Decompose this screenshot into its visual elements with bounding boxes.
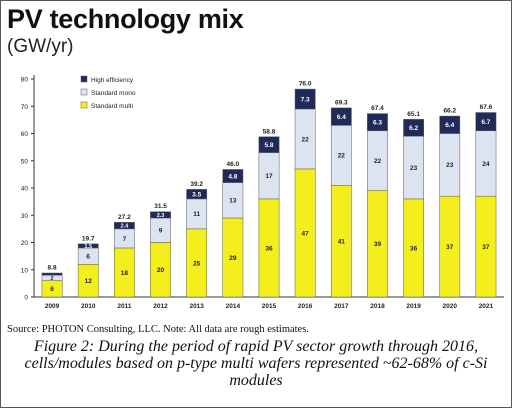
- legend-label: High efficiency: [91, 77, 134, 84]
- bar-value-label: 6.3: [373, 120, 382, 127]
- bar-value-label: 37: [446, 244, 454, 251]
- bar-value-label: 23: [410, 165, 418, 172]
- bar-value-label: 36: [265, 245, 273, 252]
- x-tick-label: 2012: [153, 303, 168, 310]
- y-tick-label: 60: [21, 131, 29, 138]
- bar-value-label: 3.5: [192, 191, 201, 198]
- bar-value-label: 1.5: [84, 244, 92, 250]
- x-tick-label: 2015: [262, 303, 277, 310]
- bar-segment-high-efficiency: [294, 88, 316, 110]
- x-tick-label: 2009: [45, 303, 60, 310]
- x-tick-label: 2011: [117, 303, 131, 310]
- bar-value-label: 2.4: [121, 224, 130, 230]
- bar-segment-high-efficiency: [41, 272, 63, 276]
- bar-value-label: 22: [374, 158, 382, 165]
- x-tick-label: 2010: [81, 303, 96, 310]
- bar-value-label: 18: [121, 270, 129, 277]
- bar-segment-high-efficiency: [439, 115, 461, 134]
- legend-swatch: [80, 88, 88, 96]
- bar-value-label: 37: [482, 244, 490, 251]
- bar-value-label: 17: [265, 173, 273, 180]
- bar-value-label: 7.3: [301, 96, 310, 103]
- legend-label: Standard mono: [91, 90, 136, 97]
- x-tick-label: 2020: [443, 303, 458, 310]
- bar-value-label: 5.8: [264, 142, 273, 149]
- y-tick-label: 70: [21, 104, 29, 111]
- bar-value-label: 13: [229, 198, 237, 205]
- figure-caption: Figure 2: During the period of rapid PV …: [24, 338, 488, 389]
- source-note: Source: PHOTON Consulting, LLC. Note: Al…: [7, 324, 309, 335]
- y-tick-label: 20: [21, 240, 29, 247]
- bar-value-label: 9: [159, 228, 163, 235]
- bar-total-label: 39.2: [190, 181, 203, 188]
- bar-segment-high-efficiency: [114, 222, 135, 230]
- legend-swatch: [80, 75, 88, 83]
- bar-total-label: 58.8: [263, 128, 276, 135]
- chart-title: PV technology mix: [7, 4, 244, 34]
- bar-value-label: 25: [193, 260, 201, 267]
- bar-value-label: 12: [85, 278, 93, 285]
- bar-segment-high-efficiency: [186, 189, 208, 200]
- bar-value-label: 22: [338, 153, 346, 160]
- x-tick-label: 2014: [226, 303, 241, 310]
- chart-unit: (GW/yr): [7, 36, 74, 57]
- x-tick-label: 2021: [479, 303, 494, 310]
- stacked-bar-chart: 0 10 20 30 40 50 60 70 80 6 2 8.8 2009 12 6 1.5 19.7 2010…: [21, 75, 504, 310]
- bar-segment-high-efficiency: [475, 112, 497, 132]
- bar-value-label: 39: [374, 241, 382, 248]
- x-tick-label: 2013: [189, 303, 204, 310]
- bar-total-label: 76.0: [299, 81, 312, 88]
- bar-value-label: 41: [338, 238, 346, 245]
- x-tick-label: 2019: [406, 303, 421, 310]
- bar-total-label: 67.4: [371, 105, 384, 112]
- x-tick-label: 2017: [334, 303, 349, 310]
- bar-value-label: 20: [157, 267, 165, 274]
- y-tick-label: 40: [21, 186, 29, 193]
- x-tick-label: 2016: [298, 303, 313, 310]
- bar-value-label: 29: [229, 255, 237, 262]
- x-tick-label: 2018: [370, 303, 385, 310]
- y-tick-label: 30: [21, 213, 29, 220]
- legend-label: Standard multi: [91, 103, 133, 110]
- bar-value-label: 6.7: [481, 119, 490, 126]
- bar-value-label: 7: [123, 236, 127, 243]
- bar-segment-high-efficiency: [258, 136, 280, 153]
- y-tick-label: 80: [21, 77, 29, 84]
- y-tick-label: 10: [21, 267, 29, 274]
- bar-segment-high-efficiency: [330, 107, 352, 126]
- bar-total-label: 19.7: [82, 235, 95, 242]
- y-tick-label: 0: [24, 295, 28, 302]
- y-tick-label: 50: [21, 158, 29, 165]
- bar-value-label: 24: [482, 161, 490, 168]
- bar-value-label: 6.2: [409, 125, 418, 132]
- bar-value-label: 2: [51, 276, 54, 282]
- bar-value-label: 23: [446, 162, 454, 169]
- bar-segment-high-efficiency: [222, 169, 244, 183]
- bar-total-label: 27.2: [118, 214, 131, 221]
- bar-value-label: 6.4: [445, 122, 454, 129]
- bar-value-label: 6: [50, 286, 54, 293]
- bar-value-label: 36: [410, 245, 418, 252]
- bar-total-label: 8.8: [48, 265, 57, 272]
- bar-total-label: 46.0: [227, 161, 240, 168]
- bar-value-label: 2.3: [157, 213, 165, 219]
- bar-value-label: 47: [302, 230, 310, 237]
- bar-value-label: 11: [193, 211, 200, 218]
- bar-value-label: 6.4: [337, 114, 346, 121]
- bar-total-label: 67.6: [480, 104, 493, 111]
- bar-total-label: 65.1: [407, 111, 420, 118]
- legend-swatch: [80, 101, 88, 109]
- bar-value-label: 6: [86, 253, 90, 260]
- bar-total-label: 66.2: [443, 108, 456, 115]
- bar-segment-high-efficiency: [150, 211, 171, 219]
- bar-value-label: 22: [302, 136, 310, 143]
- bar-value-label: 4.8: [228, 173, 237, 180]
- bar-segment-high-efficiency: [403, 119, 424, 137]
- bar-segment-high-efficiency: [367, 113, 388, 132]
- bar-total-label: 69.3: [335, 99, 348, 106]
- bar-segment-high-efficiency: [77, 243, 99, 249]
- bar-total-label: 31.5: [154, 203, 167, 210]
